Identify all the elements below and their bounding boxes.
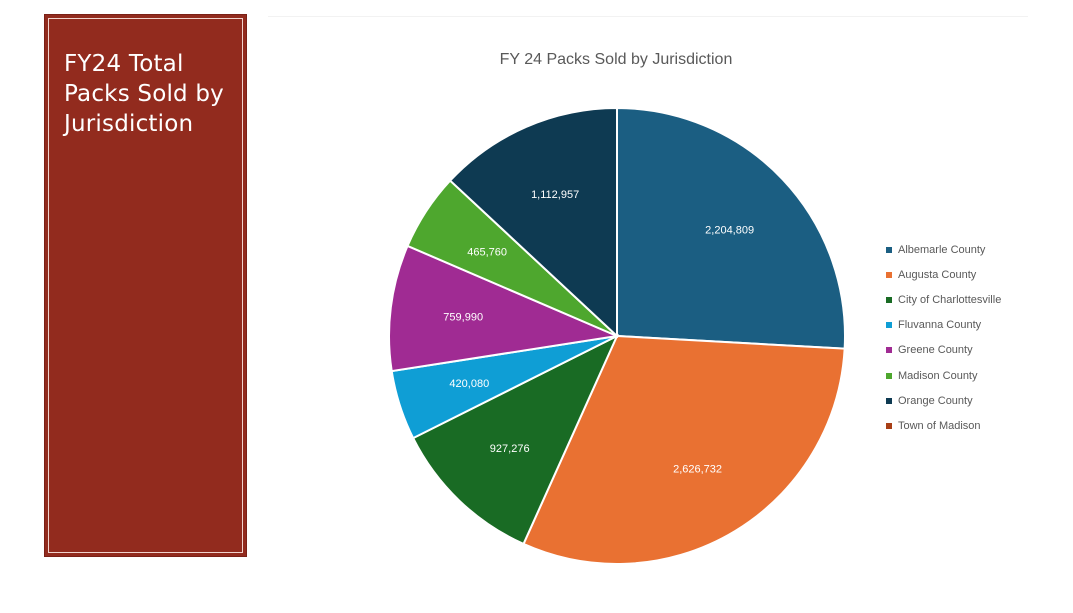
pie-slice-orange-county — [448, 106, 618, 339]
title-panel: FY24 Total Packs Sold by Jurisdiction — [44, 14, 247, 557]
legend-label: Orange County — [898, 394, 973, 407]
legend-item-orange-county: Orange County — [886, 388, 1001, 413]
pie-slice-city-of-charlottesville — [411, 333, 620, 546]
legend-item-augusta-county: Augusta County — [886, 262, 1001, 287]
legend-swatch — [886, 322, 892, 329]
chart-legend: Albemarle County Augusta County City of Ch… — [886, 237, 1001, 439]
legend-label: Town of Madison — [898, 419, 981, 432]
data-label-fluvanna-county: 420,080 — [449, 378, 489, 390]
pie-slice-albemarle-county — [616, 106, 846, 350]
legend-swatch — [886, 296, 892, 303]
legend-swatch — [886, 246, 892, 253]
pie-slice-greene-county — [388, 244, 621, 373]
chart-title: FY 24 Packs Sold by Jurisdiction — [499, 51, 733, 68]
legend-item-greene-county: Greene County — [886, 338, 1001, 363]
slide-title: FY24 Total Packs Sold by Jurisdiction — [64, 51, 224, 137]
data-label-augusta-county: 2,626,732 — [673, 463, 722, 475]
legend-label: Madison County — [898, 369, 978, 382]
legend-label: Greene County — [898, 344, 973, 357]
legend-label: Albemarle County — [898, 243, 986, 256]
legend-label: City of Charlottesville — [898, 293, 1002, 306]
legend-swatch — [886, 347, 892, 354]
legend-label: Augusta County — [898, 268, 977, 281]
pie-slice-augusta-county — [522, 334, 846, 565]
data-label-madison-county: 465,760 — [467, 246, 507, 258]
legend-item-madison-county: Madison County — [886, 363, 1001, 388]
legend-swatch — [886, 372, 892, 379]
legend-item-city-of-charlottesville: City of Charlottesville — [886, 287, 1001, 312]
legend-label: Fluvanna County — [898, 319, 982, 332]
data-label-orange-county: 1,112,957 — [531, 189, 579, 201]
legend-item-albemarle-county: Albemarle County — [886, 237, 1001, 262]
data-label-city-of-charlottesville: 927,276 — [490, 443, 530, 455]
legend-swatch — [886, 397, 892, 404]
legend-swatch — [886, 271, 892, 278]
legend-item-town-of-madison: Town of Madison — [886, 413, 1001, 438]
legend-item-fluvanna-county: Fluvanna County — [886, 313, 1001, 338]
data-label-greene-county: 759,990 — [443, 312, 483, 324]
legend-swatch — [886, 422, 892, 429]
data-label-albemarle-county: 2,204,809 — [705, 224, 754, 236]
